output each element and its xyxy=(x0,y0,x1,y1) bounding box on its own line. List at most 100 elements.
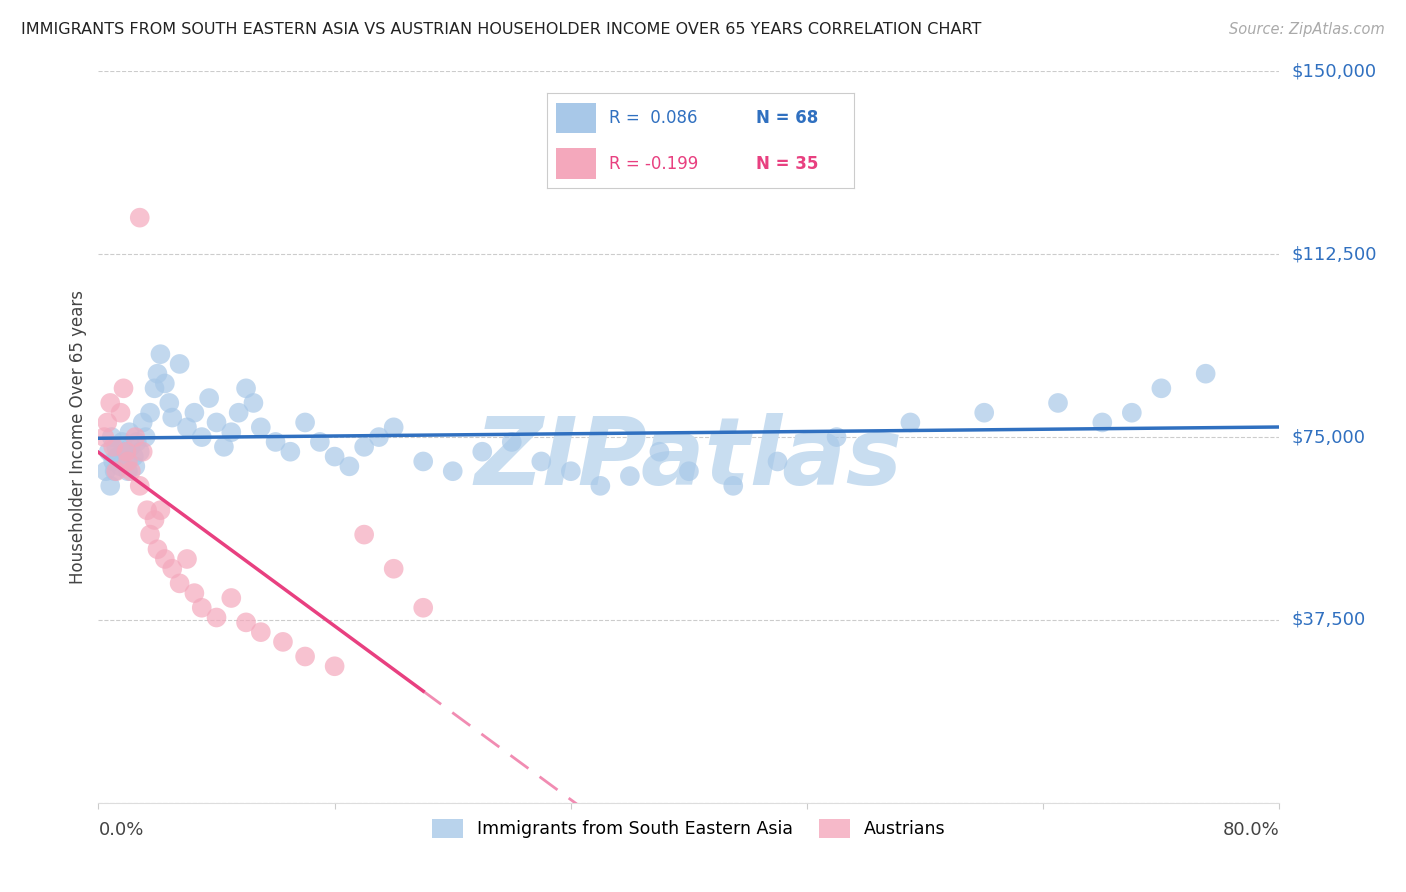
Point xyxy=(205,610,228,624)
Point xyxy=(1121,406,1143,420)
Point xyxy=(128,479,150,493)
Point xyxy=(323,450,346,464)
Point xyxy=(135,430,157,444)
Point xyxy=(242,396,264,410)
Point xyxy=(191,430,214,444)
Point xyxy=(143,513,166,527)
Point xyxy=(169,576,191,591)
Point xyxy=(619,469,641,483)
Point xyxy=(110,459,132,474)
Point xyxy=(115,444,138,458)
Point xyxy=(112,381,135,395)
Point xyxy=(766,454,789,468)
Point xyxy=(271,635,294,649)
Point xyxy=(250,420,273,434)
Point xyxy=(1150,381,1173,395)
Point xyxy=(98,479,121,493)
Point xyxy=(235,381,257,395)
Point xyxy=(103,454,125,468)
Point xyxy=(104,464,127,478)
Point xyxy=(235,615,257,630)
Point xyxy=(128,444,150,458)
Point xyxy=(124,430,146,444)
Point xyxy=(105,440,128,454)
Point xyxy=(471,444,494,458)
Point xyxy=(183,586,205,600)
Point xyxy=(110,406,132,420)
Point xyxy=(118,425,141,440)
Point xyxy=(117,464,139,478)
Point xyxy=(132,416,155,430)
Point xyxy=(412,600,434,615)
Point xyxy=(648,444,671,458)
Legend: Immigrants from South Eastern Asia, Austrians: Immigrants from South Eastern Asia, Aust… xyxy=(425,812,953,846)
Point xyxy=(162,562,183,576)
Point xyxy=(250,625,273,640)
Point xyxy=(900,416,922,430)
Point xyxy=(117,454,139,468)
Text: $150,000: $150,000 xyxy=(1291,62,1376,80)
Point xyxy=(125,434,148,449)
Point xyxy=(111,434,134,449)
Point xyxy=(678,464,700,478)
Point xyxy=(264,434,287,449)
Point xyxy=(132,444,155,458)
Point xyxy=(93,430,115,444)
Point xyxy=(368,430,391,444)
Point xyxy=(973,406,995,420)
Point xyxy=(157,396,180,410)
Point xyxy=(96,416,118,430)
Point xyxy=(280,444,302,458)
Point xyxy=(228,406,250,420)
Point xyxy=(382,420,405,434)
Point xyxy=(198,391,221,405)
Point xyxy=(98,396,121,410)
Point xyxy=(124,459,146,474)
Point xyxy=(176,552,198,566)
Point xyxy=(560,464,582,478)
Point xyxy=(1091,416,1114,430)
Point xyxy=(169,357,191,371)
Point xyxy=(589,479,612,493)
Text: $112,500: $112,500 xyxy=(1291,245,1376,263)
Point xyxy=(114,444,136,458)
Point xyxy=(353,527,375,541)
Point xyxy=(97,444,120,458)
Point xyxy=(723,479,745,493)
Point xyxy=(1195,367,1218,381)
Point xyxy=(143,381,166,395)
Point xyxy=(1047,396,1070,410)
Point xyxy=(176,420,198,434)
Point xyxy=(825,430,848,444)
Y-axis label: Householder Income Over 65 years: Householder Income Over 65 years xyxy=(69,290,87,584)
Point xyxy=(323,659,346,673)
Point xyxy=(120,440,142,454)
Point xyxy=(149,503,172,517)
Text: $37,500: $37,500 xyxy=(1291,611,1365,629)
Point xyxy=(128,211,150,225)
Point xyxy=(221,425,243,440)
Point xyxy=(501,434,523,449)
Point xyxy=(183,406,205,420)
Point xyxy=(191,600,214,615)
Point xyxy=(339,459,361,474)
Point xyxy=(162,410,183,425)
Point xyxy=(100,430,122,444)
Point xyxy=(122,450,145,464)
Point xyxy=(139,527,162,541)
Point xyxy=(309,434,332,449)
Point xyxy=(149,347,172,361)
Point xyxy=(441,464,464,478)
Point xyxy=(103,440,125,454)
Point xyxy=(153,552,176,566)
Point xyxy=(153,376,176,391)
Point xyxy=(212,440,235,454)
Text: 0.0%: 0.0% xyxy=(98,821,143,839)
Point xyxy=(294,649,316,664)
Point xyxy=(136,503,159,517)
Point xyxy=(353,440,375,454)
Point xyxy=(146,367,169,381)
Point xyxy=(94,464,117,478)
Point xyxy=(294,416,316,430)
Point xyxy=(382,562,405,576)
